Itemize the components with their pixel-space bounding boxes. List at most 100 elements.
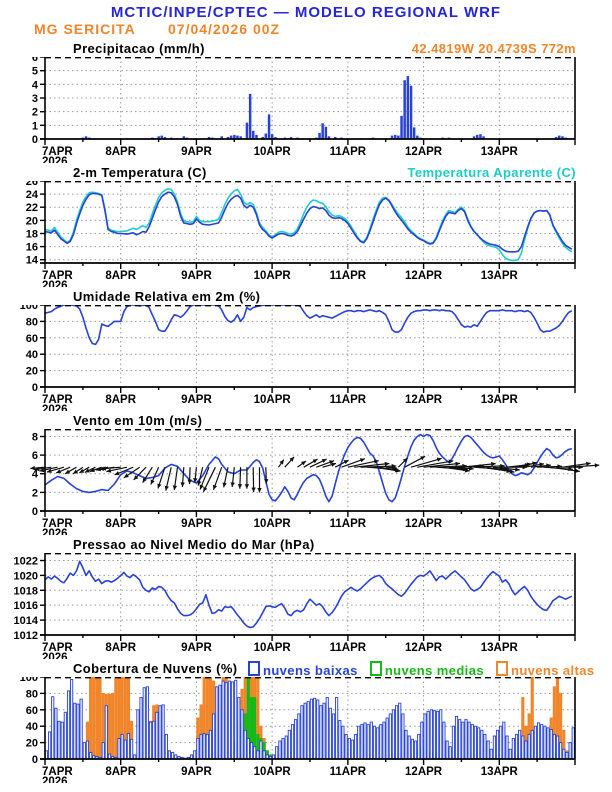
svg-text:13APR: 13APR [481, 146, 519, 158]
svg-text:12APR: 12APR [405, 270, 443, 282]
svg-text:20: 20 [26, 738, 38, 750]
low-clouds-swatch-icon [248, 661, 260, 676]
svg-text:13APR: 13APR [481, 394, 519, 406]
svg-text:11APR: 11APR [330, 394, 367, 406]
legend-label-high: nuvens altas [510, 663, 595, 678]
svg-text:60: 60 [26, 333, 38, 345]
svg-text:11APR: 11APR [330, 642, 367, 654]
svg-text:2026: 2026 [42, 528, 68, 535]
svg-text:9APR: 9APR [181, 766, 212, 778]
svg-text:7APR: 7APR [42, 394, 73, 406]
panel-title-temperature: 2-m Temperatura (C) [73, 165, 207, 180]
svg-text:10APR: 10APR [254, 146, 292, 158]
svg-text:1014: 1014 [14, 615, 39, 627]
svg-text:8: 8 [32, 432, 38, 444]
svg-text:20: 20 [26, 215, 38, 227]
svg-text:13APR: 13APR [481, 518, 519, 530]
panel-title-humidity: Umidade Relativa em 2m (%) [73, 289, 261, 304]
svg-text:9APR: 9APR [181, 642, 212, 654]
apparent-temperature-label: Temperatura Aparente (C) [407, 165, 576, 180]
svg-text:24: 24 [26, 189, 39, 201]
svg-text:0: 0 [32, 506, 38, 518]
svg-text:8APR: 8APR [105, 518, 136, 530]
svg-text:1012: 1012 [14, 630, 38, 642]
svg-text:8APR: 8APR [105, 270, 136, 282]
panel-title-wind: Vento em 10m (m/s) [73, 413, 203, 428]
model-run-label: 07/04/2026 00Z [168, 21, 281, 37]
svg-text:10APR: 10APR [254, 394, 292, 406]
legend-label-low: nuvens baixas [263, 663, 358, 678]
svg-text:1018: 1018 [14, 585, 38, 597]
legend-item-high-clouds: nuvens altas [495, 661, 595, 678]
svg-text:8APR: 8APR [105, 642, 136, 654]
svg-text:18: 18 [26, 229, 38, 241]
svg-text:7APR: 7APR [42, 518, 73, 530]
svg-text:7APR: 7APR [42, 642, 73, 654]
svg-text:40: 40 [26, 349, 38, 361]
high-clouds-swatch-icon [495, 661, 508, 676]
svg-text:9APR: 9APR [181, 270, 212, 282]
svg-text:11APR: 11APR [330, 146, 367, 158]
svg-text:9APR: 9APR [181, 146, 212, 158]
mid-clouds-swatch-icon [369, 661, 382, 676]
svg-text:1022: 1022 [14, 556, 38, 568]
svg-text:2026: 2026 [42, 156, 68, 163]
svg-text:10APR: 10APR [254, 518, 292, 530]
panel-clouds: Cobertura de Nuvens (%) nuvens baixas nu… [0, 661, 612, 783]
svg-text:3: 3 [32, 93, 38, 105]
legend-item-low-clouds: nuvens baixas [248, 661, 358, 678]
svg-text:10APR: 10APR [254, 766, 292, 778]
svg-text:6: 6 [32, 57, 38, 64]
svg-text:100: 100 [20, 677, 38, 684]
page-title: MCTIC/INPE/CPTEC — MODELO REGIONAL WRF [110, 4, 502, 21]
svg-text:2: 2 [32, 487, 38, 499]
station-label: MG SERICITA [34, 21, 136, 37]
panel-temperature: 2-m Temperatura (C) Temperatura Aparente… [0, 165, 612, 287]
coordinates-label: 42.4819W 20.4739S 772m [411, 41, 576, 56]
svg-text:12APR: 12APR [405, 642, 443, 654]
svg-text:11APR: 11APR [330, 766, 367, 778]
svg-text:14: 14 [26, 255, 39, 267]
svg-text:7APR: 7APR [42, 146, 73, 158]
svg-text:12APR: 12APR [405, 766, 443, 778]
svg-text:7APR: 7APR [42, 766, 73, 778]
svg-text:12APR: 12APR [405, 146, 443, 158]
svg-text:10APR: 10APR [254, 270, 292, 282]
svg-text:80: 80 [26, 316, 38, 328]
svg-text:12APR: 12APR [405, 394, 443, 406]
svg-text:2026: 2026 [42, 776, 68, 783]
svg-text:5: 5 [32, 66, 38, 78]
svg-text:16: 16 [26, 242, 38, 254]
svg-text:10APR: 10APR [254, 642, 292, 654]
svg-text:2: 2 [32, 107, 38, 119]
svg-text:7APR: 7APR [42, 270, 73, 282]
legend-item-mid-clouds: nuvens medias [369, 661, 484, 678]
svg-text:0: 0 [32, 754, 38, 766]
svg-text:9APR: 9APR [181, 394, 212, 406]
panel-wind: Vento em 10m (m/s) 0 2 4 6 8 7APR 2026 8APR 9APR… [0, 413, 612, 535]
panel-humidity: Umidade Relativa em 2m (%) 0 20 40 60 80 100 7… [0, 289, 612, 411]
panel-title-clouds: Cobertura de Nuvens (%) [73, 661, 238, 676]
svg-text:100: 100 [20, 305, 38, 312]
svg-text:20: 20 [26, 366, 38, 378]
svg-text:22: 22 [26, 202, 38, 214]
svg-text:4: 4 [32, 469, 39, 481]
header-subrow: MG SERICITA 07/04/2026 00Z [0, 21, 612, 39]
svg-text:40: 40 [26, 721, 38, 733]
svg-text:8APR: 8APR [105, 146, 136, 158]
svg-text:13APR: 13APR [481, 642, 519, 654]
svg-text:6: 6 [32, 450, 38, 462]
panel-pressure: Pressao ao Nivel Medio do Mar (hPa) 1012… [0, 537, 612, 659]
svg-text:0: 0 [32, 134, 38, 146]
svg-text:80: 80 [26, 688, 38, 700]
svg-text:1020: 1020 [14, 570, 38, 582]
svg-text:60: 60 [26, 705, 38, 717]
svg-text:1: 1 [32, 120, 38, 132]
cloud-legend: nuvens baixas nuvens medias nuvens altas [248, 661, 603, 678]
panel-title-precipitation: Precipitacao (mm/h) [73, 41, 205, 56]
